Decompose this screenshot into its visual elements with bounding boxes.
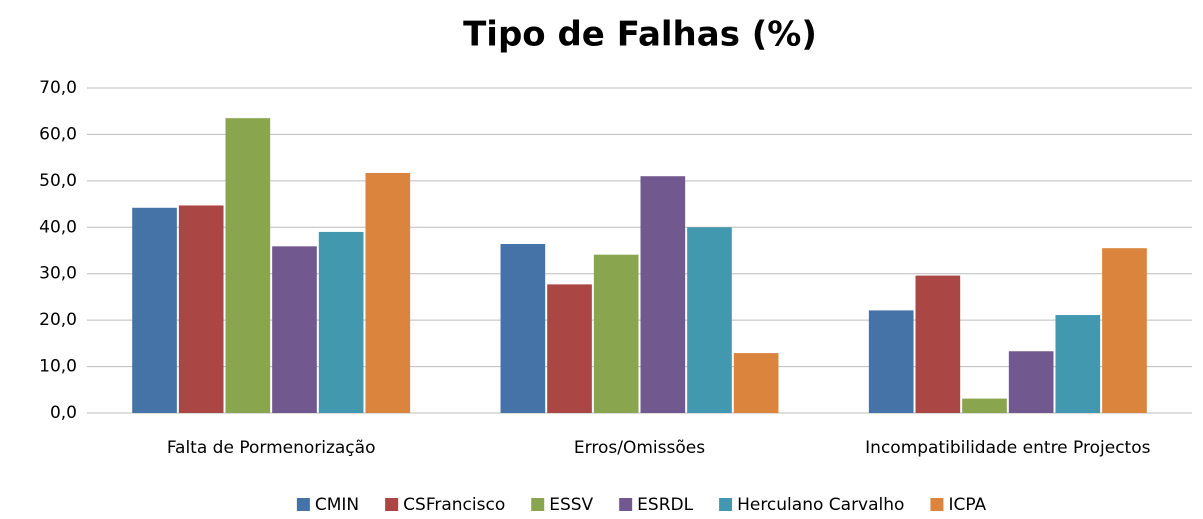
legend-label: CSFrancisco	[403, 495, 505, 515]
bar	[272, 246, 317, 413]
bar	[640, 176, 686, 413]
bar	[915, 275, 961, 413]
legend-swatch	[296, 498, 310, 511]
bar	[962, 398, 1007, 413]
legend-swatch	[619, 498, 633, 511]
x-tick-label: Incompatibilidade entre Projectos	[865, 438, 1150, 458]
legend-label: ICPA	[948, 495, 986, 515]
chart-title: Tipo de Falhas (%)	[463, 15, 817, 55]
x-tick-label: Erros/Omissões	[574, 438, 705, 458]
legend-swatch	[719, 498, 733, 511]
bar	[318, 231, 364, 413]
y-tick-label: 10,0	[39, 357, 77, 377]
bar	[1055, 315, 1101, 413]
bar	[500, 244, 546, 413]
legend-swatch	[531, 498, 545, 511]
legend-swatch	[385, 498, 399, 511]
bar	[132, 207, 177, 413]
y-tick-label: 60,0	[39, 124, 77, 144]
bar	[1008, 351, 1054, 413]
y-tick-label: 50,0	[39, 171, 77, 191]
y-tick-label: 70,0	[39, 78, 77, 98]
legend-label: Herculano Carvalho	[737, 495, 904, 515]
x-tick-label: Falta de Pormenorização	[167, 438, 376, 458]
y-tick-label: 40,0	[39, 217, 77, 237]
y-tick-label: 20,0	[39, 310, 77, 330]
legend-swatch	[930, 498, 944, 511]
bar	[547, 284, 592, 413]
bar	[687, 227, 732, 413]
bar	[225, 118, 271, 413]
y-tick-label: 30,0	[39, 264, 77, 284]
bar	[178, 205, 224, 413]
bar	[868, 310, 914, 413]
legend-label: ESRDL	[637, 495, 693, 515]
bar	[733, 353, 779, 413]
legend-label: CMIN	[315, 495, 359, 515]
legend-label: ESSV	[549, 495, 593, 515]
bar	[593, 254, 639, 413]
bar	[365, 172, 411, 413]
bar	[1102, 248, 1147, 413]
y-tick-label: 0,0	[50, 403, 77, 423]
